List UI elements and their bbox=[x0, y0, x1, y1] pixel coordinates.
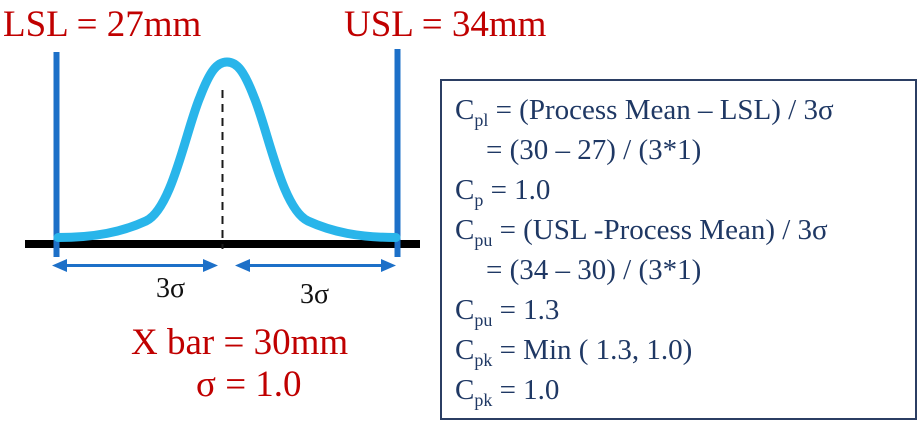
formula-text: = Min ( 1.3, 1.0) bbox=[492, 334, 693, 366]
formula-text: = (USL -Process Mean) / 3σ bbox=[492, 214, 828, 246]
formula-text: = (30 – 27) / (3*1) bbox=[486, 134, 702, 166]
formula-subscript: pu bbox=[474, 229, 493, 250]
formula-prefix: C bbox=[455, 374, 475, 406]
bell-curve bbox=[53, 57, 401, 242]
lsl-label: LSL = 27mm bbox=[3, 4, 202, 45]
formula-text: = 1.0 bbox=[492, 374, 560, 406]
right-3sigma-arrow bbox=[235, 259, 396, 272]
formula-text: = (Process Mean – LSL) / 3σ bbox=[488, 94, 834, 126]
formula-prefix: C bbox=[455, 174, 475, 206]
left-3sigma-label: 3σ bbox=[156, 273, 186, 304]
formula-prefix: C bbox=[455, 94, 475, 126]
formula-line-cpl: Cpl = (Process Mean – LSL) / 3σ bbox=[455, 90, 915, 130]
left-3sigma-arrow bbox=[52, 259, 218, 272]
usl-label: USL = 34mm bbox=[344, 4, 547, 45]
formula-text: = 1.0 bbox=[483, 174, 551, 206]
formula-box: Cpl = (Process Mean – LSL) / 3σ = (30 – … bbox=[440, 79, 917, 420]
formula-subscript: pu bbox=[474, 309, 493, 330]
formula-line-cpk-result: Cpk = 1.0 bbox=[455, 370, 915, 410]
formula-line-cpl-calc: = (30 – 27) / (3*1) bbox=[455, 130, 915, 170]
formula-prefix: C bbox=[455, 294, 475, 326]
formula-line-cpk-min: Cpk = Min ( 1.3, 1.0) bbox=[455, 330, 915, 370]
formula-prefix: C bbox=[455, 214, 475, 246]
formula-line-cpu: Cpu = (USL -Process Mean) / 3σ bbox=[455, 210, 915, 250]
sigma-label: σ = 1.0 bbox=[196, 364, 302, 405]
right-3sigma-label: 3σ bbox=[300, 279, 330, 310]
xbar-label: X bar = 30mm bbox=[131, 322, 349, 363]
formula-prefix: C bbox=[455, 334, 475, 366]
formula-subscript: pk bbox=[474, 389, 493, 410]
formula-subscript: p bbox=[474, 189, 484, 210]
formula-subscript: pl bbox=[474, 109, 489, 130]
formula-line-cp-result: Cp = 1.0 bbox=[455, 170, 915, 210]
formula-line-cpu-calc: = (34 – 30) / (3*1) bbox=[455, 250, 915, 290]
formula-text: = (34 – 30) / (3*1) bbox=[486, 254, 702, 286]
formula-subscript: pk bbox=[474, 349, 493, 370]
formula-line-cpu-result: Cpu = 1.3 bbox=[455, 290, 915, 330]
formula-text: = 1.3 bbox=[492, 294, 560, 326]
